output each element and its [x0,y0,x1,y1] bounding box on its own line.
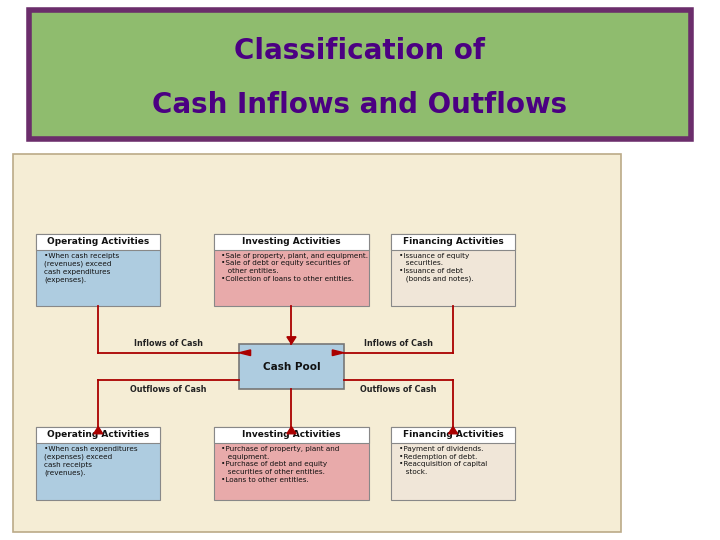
Polygon shape [239,350,251,356]
Text: •When cash receipts
(revenues) exceed
cash expenditures
(expenses).: •When cash receipts (revenues) exceed ca… [44,253,120,283]
Text: •Purchase of property, plant and
   equipment.
•Purchase of debt and equity
   s: •Purchase of property, plant and equipme… [222,446,340,483]
Text: Operating Activities: Operating Activities [47,237,149,246]
FancyBboxPatch shape [37,233,160,306]
FancyBboxPatch shape [391,233,515,249]
Text: Inflows of Cash: Inflows of Cash [134,339,203,348]
Text: •Sale of property, plant, and equipment.
•Sale of debt or equity securities of
 : •Sale of property, plant, and equipment.… [222,253,369,282]
Text: Outflows of Cash: Outflows of Cash [360,385,436,394]
Polygon shape [449,427,458,434]
FancyBboxPatch shape [239,344,343,389]
FancyBboxPatch shape [391,233,515,306]
FancyBboxPatch shape [214,427,369,443]
Text: •Payment of dividends.
•Redemption of debt.
•Reacquisition of capital
   stock.: •Payment of dividends. •Redemption of de… [399,446,487,475]
Text: Investing Activities: Investing Activities [242,430,341,439]
Polygon shape [287,337,296,344]
Polygon shape [287,427,296,434]
Text: Investing Activities: Investing Activities [242,237,341,246]
Text: Inflows of Cash: Inflows of Cash [364,339,433,348]
FancyBboxPatch shape [37,427,160,500]
FancyBboxPatch shape [13,154,621,532]
Text: •Issuance of equity
   securities.
•Issuance of debt
   (bonds and notes).: •Issuance of equity securities. •Issuanc… [399,253,473,282]
Polygon shape [333,350,343,356]
Text: Outflows of Cash: Outflows of Cash [130,385,207,394]
Text: Financing Activities: Financing Activities [402,430,503,439]
Text: Classification of: Classification of [235,37,485,65]
Text: •When cash expenditures
(expenses) exceed
cash receipts
(revenues).: •When cash expenditures (expenses) excee… [44,446,138,476]
FancyBboxPatch shape [29,10,691,138]
FancyBboxPatch shape [391,427,515,443]
Text: Cash Inflows and Outflows: Cash Inflows and Outflows [153,91,567,119]
Text: Operating Activities: Operating Activities [47,430,149,439]
FancyBboxPatch shape [214,233,369,249]
FancyBboxPatch shape [37,233,160,249]
FancyBboxPatch shape [391,427,515,500]
FancyBboxPatch shape [214,427,369,500]
Polygon shape [94,427,103,434]
Text: Cash Pool: Cash Pool [263,362,320,372]
FancyBboxPatch shape [37,427,160,443]
Text: Financing Activities: Financing Activities [402,237,503,246]
FancyBboxPatch shape [214,233,369,306]
